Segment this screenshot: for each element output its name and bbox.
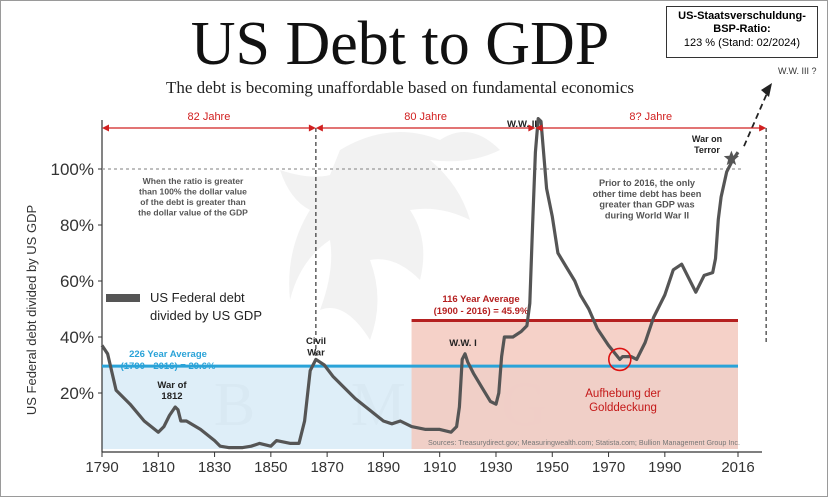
x-tick-label: 1970 bbox=[592, 459, 625, 476]
reference-lines: 226 Year Average(1790 - 2016) = 29.6% 116… bbox=[102, 294, 738, 372]
average-226-range: (1790 - 2016) = 29.6% bbox=[121, 361, 216, 372]
chart-title: US Debt to GDP bbox=[191, 10, 610, 78]
gold-standard-label: Aufhebung der bbox=[585, 388, 661, 400]
average-226-title: 226 Year Average bbox=[129, 349, 207, 360]
war-on-terror-star bbox=[723, 150, 739, 166]
projection-label: W.W. III ? bbox=[778, 66, 817, 76]
bracket-arrow-left bbox=[535, 124, 543, 132]
bracket-label: 82 Jahre bbox=[188, 111, 231, 123]
x-tick-label: 2016 bbox=[721, 459, 754, 476]
helper-lines bbox=[102, 128, 767, 360]
war-on-terror-label: Terror bbox=[694, 145, 720, 155]
average-116-range: (1900 - 2016) = 45.9% bbox=[434, 306, 529, 317]
ww2-note-line: during World War II bbox=[605, 210, 689, 220]
legend-label-line1: US Federal debt bbox=[150, 290, 245, 305]
ratio-note-line: than 100% the dollar value bbox=[139, 187, 247, 197]
x-tick-label: 1870 bbox=[310, 459, 343, 476]
bracket-label: 8? Jahre bbox=[629, 111, 672, 123]
info-box: US-Staatsverschuldung-BSP-Ratio: 123 % (… bbox=[666, 6, 818, 58]
ww2-note-line: greater than GDP was bbox=[599, 200, 694, 210]
bracket-arrow-left bbox=[315, 124, 323, 132]
era-brackets: 82 Jahre 80 Jahre 8? Jahre bbox=[102, 111, 767, 132]
y-tick-label: 100% bbox=[51, 160, 94, 179]
x-tick-label: 1830 bbox=[198, 459, 231, 476]
war-1812-label: War of bbox=[157, 380, 187, 391]
average-116-title: 116 Year Average bbox=[442, 294, 519, 305]
x-tick-label: 1990 bbox=[648, 459, 681, 476]
watermark-logo bbox=[280, 132, 500, 340]
ww2-note-line: other time debt has been bbox=[593, 189, 702, 199]
ratio-note-line: When the ratio is greater bbox=[143, 176, 244, 186]
bracket-label: 80 Jahre bbox=[404, 111, 447, 123]
gold-standard-label: Golddeckung bbox=[589, 402, 657, 414]
ww2-label: W.W. II bbox=[507, 119, 537, 130]
y-axis-label: US Federal debt divided by US GDP bbox=[24, 205, 39, 415]
civil-war-label: War bbox=[307, 348, 325, 359]
y-tick-label: 20% bbox=[60, 384, 94, 403]
war-1812-label: 1812 bbox=[161, 391, 182, 402]
debt-to-gdp-line bbox=[100, 117, 740, 450]
ratio-note-line: of the debt is greater than bbox=[140, 197, 246, 207]
bracket-arrow-right bbox=[528, 124, 536, 132]
ww2-note-line: Prior to 2016, the only bbox=[599, 178, 696, 188]
bracket-arrow-right bbox=[759, 124, 767, 132]
chart-subtitle: The debt is becoming unaffordable based … bbox=[166, 78, 634, 97]
y-tick-label: 60% bbox=[60, 272, 94, 291]
x-tick-label: 1910 bbox=[423, 459, 456, 476]
sources-text: Sources: Treasurydirect.gov; Measuringwe… bbox=[428, 438, 740, 447]
bracket-arrow-right bbox=[308, 124, 316, 132]
war-on-terror-label: War on bbox=[692, 134, 722, 144]
bracket-arrow-left bbox=[102, 124, 109, 132]
x-tick-label: 1790 bbox=[85, 459, 118, 476]
axes: 20% 40% 60% 80% 100% 1790 1810 1830 1850 1870 1890… bbox=[51, 120, 762, 476]
projection-arrow-line bbox=[743, 90, 769, 147]
x-tick-label: 1930 bbox=[479, 459, 512, 476]
info-box-title: US-Staatsverschuldung-BSP-Ratio: bbox=[678, 10, 806, 35]
projection-arrow-head bbox=[761, 83, 772, 97]
x-tick-label: 1950 bbox=[536, 459, 569, 476]
ratio-note-line: the dollar value of the GDP bbox=[138, 208, 248, 218]
x-tick-label: 1850 bbox=[254, 459, 287, 476]
x-tick-label: 1810 bbox=[142, 459, 175, 476]
gold-standard-circle bbox=[608, 347, 632, 372]
info-box-value: 123 % (Stand: 02/2024) bbox=[683, 37, 801, 49]
x-tick-label: 1890 bbox=[367, 459, 400, 476]
ww1-label: W.W. I bbox=[449, 338, 476, 349]
y-tick-label: 80% bbox=[60, 216, 94, 235]
civil-war-label: Civil bbox=[306, 336, 326, 347]
average-116-fill bbox=[411, 320, 738, 449]
y-tick-label: 40% bbox=[60, 328, 94, 347]
legend-label-line2: divided by US GDP bbox=[150, 308, 262, 323]
